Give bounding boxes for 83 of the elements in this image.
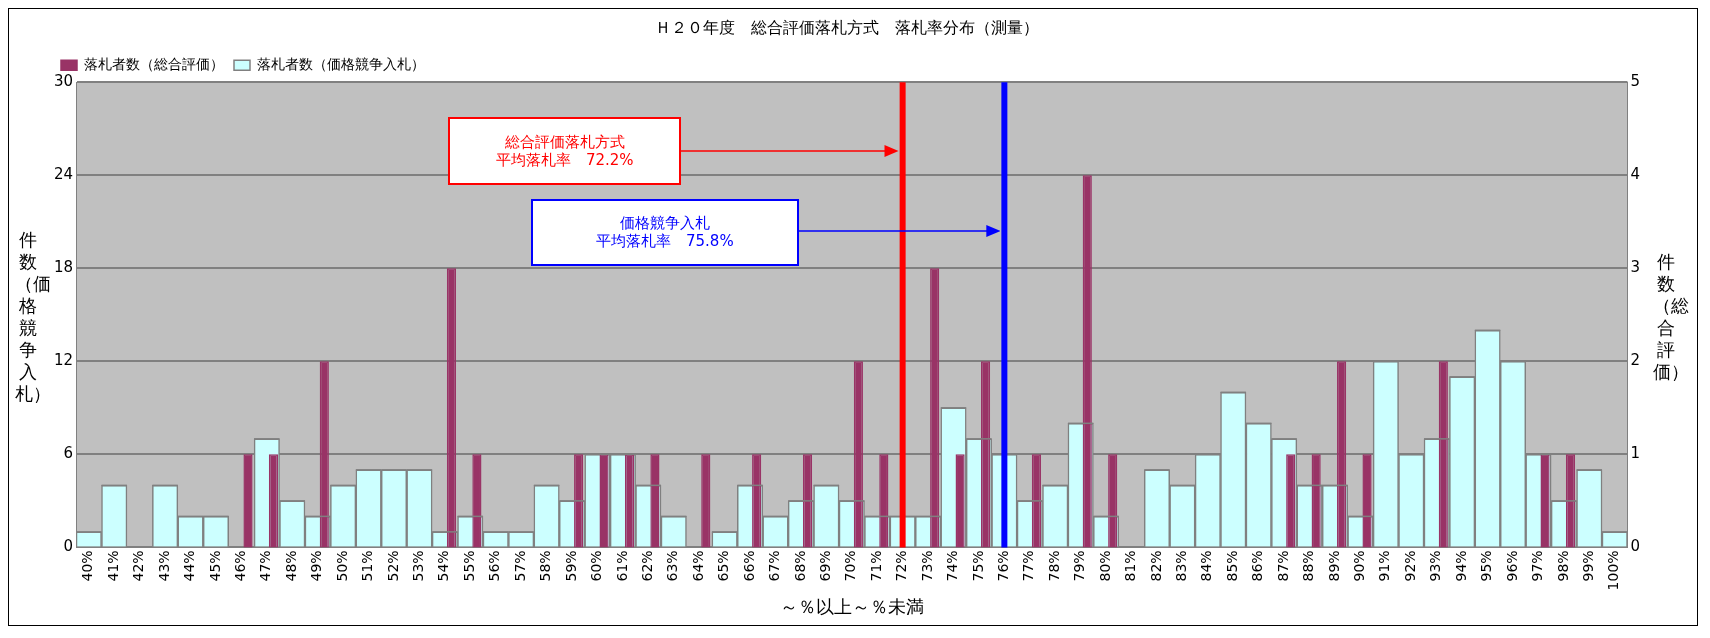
x-tick-label: 55% bbox=[460, 550, 477, 582]
y-axis-title: 件数（価格競争入札） bbox=[15, 229, 51, 405]
x-tick-label: 64% bbox=[689, 550, 706, 582]
x-tick-label: 43% bbox=[155, 550, 172, 582]
x-tick-label: 40% bbox=[79, 550, 96, 582]
x-tick-label: 89% bbox=[1325, 550, 1342, 582]
x-tick-label: 100% bbox=[1605, 550, 1622, 591]
callout-box: 価格競争入札平均落札率 75.8% bbox=[530, 198, 799, 266]
x-tick-label: 84% bbox=[1198, 550, 1215, 582]
x-tick-label: 67% bbox=[766, 550, 783, 582]
x-tick-label: 49% bbox=[308, 550, 325, 582]
x-tick-label: 44% bbox=[181, 550, 198, 582]
x-tick-label: 96% bbox=[1503, 550, 1520, 582]
x-tick-label: 51% bbox=[359, 550, 376, 582]
x-tick-label: 97% bbox=[1529, 550, 1546, 582]
x-tick-label: 77% bbox=[1020, 550, 1037, 582]
x-tick-label: 92% bbox=[1401, 550, 1418, 582]
x-tick-label: 82% bbox=[1147, 550, 1164, 582]
x-tick-label: 70% bbox=[842, 550, 859, 582]
x-tick-label: 66% bbox=[740, 550, 757, 582]
x-tick-label: 88% bbox=[1300, 550, 1317, 582]
y-tick-label: 6 bbox=[63, 444, 74, 463]
x-tick-label: 59% bbox=[562, 550, 579, 582]
x-axis-title: ～％以上～％未満 bbox=[779, 595, 924, 617]
y-tick-label: 0 bbox=[63, 537, 74, 556]
x-tick-label: 72% bbox=[893, 550, 910, 582]
x-tick-label: 42% bbox=[130, 550, 147, 582]
x-tick-label: 76% bbox=[995, 550, 1012, 582]
y-tick-label: 12 bbox=[53, 351, 74, 370]
x-tick-label: 83% bbox=[1173, 550, 1190, 582]
x-tick-label: 69% bbox=[816, 550, 833, 582]
x-tick-label: 74% bbox=[944, 550, 961, 582]
x-tick-label: 63% bbox=[664, 550, 681, 582]
x-tick-label: 53% bbox=[410, 550, 427, 582]
x-tick-label: 47% bbox=[257, 550, 274, 582]
x-tick-label: 52% bbox=[384, 550, 401, 582]
x-tick-label: 57% bbox=[511, 550, 528, 582]
x-tick-label: 58% bbox=[537, 550, 554, 582]
x-tick-label: 71% bbox=[867, 550, 884, 582]
x-tick-label: 48% bbox=[282, 550, 299, 582]
x-tick-label: 73% bbox=[918, 550, 935, 582]
y2-tick-label: 5 bbox=[1630, 72, 1640, 91]
legend-label: 落札者数（価格競争入札） bbox=[257, 55, 425, 72]
x-tick-label: 46% bbox=[232, 550, 249, 582]
y2-axis-title: 件数（総合評価） bbox=[1653, 251, 1689, 383]
y-tick-label: 24 bbox=[53, 165, 74, 184]
x-tick-label: 62% bbox=[638, 550, 655, 582]
x-tick-label: 85% bbox=[1223, 550, 1240, 582]
x-tick-label: 99% bbox=[1579, 550, 1596, 582]
x-tick-label: 65% bbox=[715, 550, 732, 582]
ref-line-label: 価格競争入札平均落札率 75.8% bbox=[595, 214, 734, 251]
x-tick-label: 86% bbox=[1249, 550, 1266, 582]
legend-label: 落札者数（総合評価） bbox=[84, 55, 224, 72]
y2-tick-label: 2 bbox=[1630, 351, 1640, 370]
ref-line-label: 総合評価落札方式平均落札率 72.2% bbox=[495, 132, 634, 169]
x-tick-label: 75% bbox=[969, 550, 986, 582]
x-tick-label: 91% bbox=[1376, 550, 1393, 582]
callout-box: 総合評価落札方式平均落札率 72.2% bbox=[448, 116, 682, 185]
y-tick-label: 18 bbox=[53, 258, 74, 277]
x-tick-label: 95% bbox=[1478, 550, 1495, 582]
x-tick-label: 90% bbox=[1351, 550, 1368, 582]
x-tick-label: 94% bbox=[1452, 550, 1469, 582]
x-tick-label: 81% bbox=[1122, 550, 1139, 582]
y2-tick-label: 3 bbox=[1630, 258, 1640, 277]
x-tick-label: 61% bbox=[613, 550, 630, 582]
x-tick-label: 68% bbox=[791, 550, 808, 582]
y2-tick-label: 0 bbox=[1630, 537, 1640, 556]
x-tick-label: 50% bbox=[333, 550, 350, 582]
x-tick-label: 41% bbox=[104, 550, 121, 582]
x-tick-label: 87% bbox=[1274, 550, 1291, 582]
y-tick-label: 30 bbox=[53, 72, 74, 91]
y2-tick-label: 1 bbox=[1630, 444, 1640, 463]
x-tick-label: 93% bbox=[1427, 550, 1444, 582]
y2-tick-label: 4 bbox=[1630, 165, 1640, 184]
x-tick-label: 78% bbox=[1045, 550, 1062, 582]
x-tick-label: 80% bbox=[1096, 550, 1113, 582]
x-tick-label: 60% bbox=[588, 550, 605, 582]
x-tick-label: 98% bbox=[1554, 550, 1571, 582]
x-tick-label: 54% bbox=[435, 550, 452, 582]
x-tick-label: 45% bbox=[206, 550, 223, 582]
x-tick-label: 79% bbox=[1071, 550, 1088, 582]
x-tick-label: 56% bbox=[486, 550, 503, 582]
chart-title: Ｈ２０年度 総合評価落札方式 落札率分布（測量） bbox=[655, 17, 1039, 37]
